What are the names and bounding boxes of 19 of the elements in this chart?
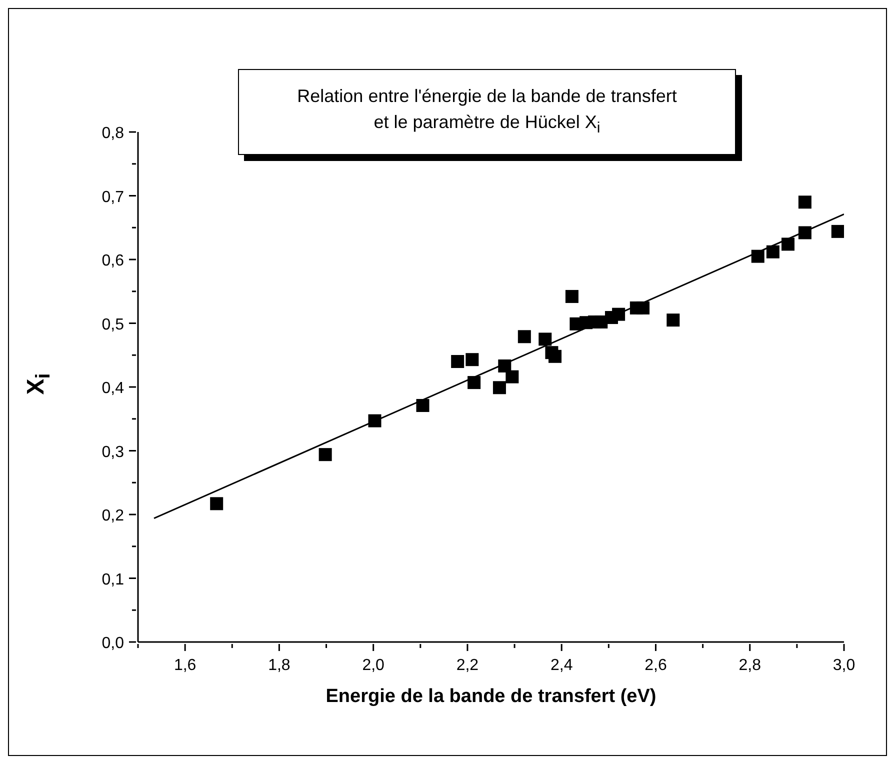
x-tick-label: 2,6 bbox=[644, 657, 667, 674]
x-axis-title: Energie de la bande de transfert (eV) bbox=[326, 686, 656, 707]
x-tick-label: 2,8 bbox=[738, 657, 762, 674]
x-tick-label: 3,0 bbox=[832, 657, 856, 674]
y-tick-label: 0,0 bbox=[102, 635, 124, 652]
y-tick-label: 0,2 bbox=[102, 508, 124, 524]
x-tick-label: 2,4 bbox=[550, 657, 573, 674]
chart-title: Relation entre l'énergie de la bande de transfert et le paramètre de Hückel X$_{i}$ bbox=[297, 84, 677, 138]
x-tick-label: 2,0 bbox=[362, 657, 385, 674]
x-tick-label: 1,6 bbox=[174, 657, 196, 674]
y-tick-label: 0,1 bbox=[102, 571, 124, 588]
y-tick-label: 0,8 bbox=[102, 125, 124, 142]
y-tick-label: 0,3 bbox=[102, 444, 124, 461]
y-tick-label: 0,7 bbox=[102, 188, 124, 206]
y-tick-label: 0,5 bbox=[102, 316, 124, 334]
x-tick-label: 2,2 bbox=[456, 657, 479, 674]
y-tick-label: 0,6 bbox=[102, 252, 124, 270]
x-tick-label: 1,8 bbox=[268, 657, 290, 674]
y-tick-label: 0,4 bbox=[102, 380, 124, 397]
